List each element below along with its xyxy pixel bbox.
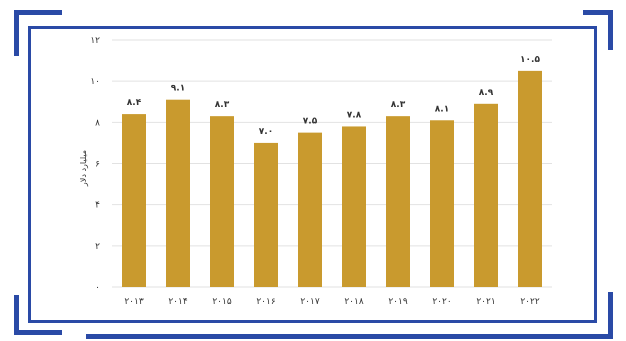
y-tick-label: ۱۲ bbox=[90, 36, 100, 46]
bar bbox=[210, 116, 234, 288]
x-tick-label: ۲۰۱۳ bbox=[124, 297, 144, 307]
value-label: ۷.۵ bbox=[303, 117, 318, 127]
value-label: ۷.۰ bbox=[259, 127, 273, 137]
y-tick-label: ۲ bbox=[95, 242, 100, 252]
value-label: ۷.۸ bbox=[347, 110, 362, 120]
frame-corner-bottom-left-h bbox=[14, 330, 62, 335]
frame-corner-top-left-v bbox=[14, 10, 19, 56]
y-tick-label: ۴ bbox=[95, 201, 100, 211]
x-axis-ticks: ۲۰۱۳ ۲۰۱۴ ۲۰۱۵ ۲۰۱۶ ۲۰۱۷ ۲۰۱۸ ۲۰۱۹ ۲۰۲۰ ۲۰۲۱ ۲۰۲۲ bbox=[124, 297, 540, 307]
bar bbox=[386, 116, 410, 288]
frame-corner-bottom-right-h bbox=[86, 334, 613, 339]
bar bbox=[298, 132, 322, 287]
x-tick-label: ۲۰۲۰ bbox=[432, 297, 451, 307]
value-labels: ۸.۴ ۹.۱ ۸.۳ ۷.۰ ۷.۵ ۷.۸ ۸.۳ ۸.۱ ۸.۹ ۱۰.۵ bbox=[127, 55, 541, 137]
y-tick-label: ۶ bbox=[95, 160, 100, 170]
x-tick-label: ۲۰۲۱ bbox=[476, 297, 495, 307]
value-label: ۸.۹ bbox=[479, 88, 494, 98]
value-label: ۸.۳ bbox=[215, 100, 230, 110]
frame-corner-top-right-v bbox=[608, 10, 613, 50]
x-tick-label: ۲۰۱۹ bbox=[388, 297, 408, 307]
x-tick-label: ۲۰۱۴ bbox=[168, 297, 188, 307]
frame-corner-top-right-h bbox=[583, 10, 613, 15]
y-tick-label: ۰ bbox=[95, 283, 100, 293]
y-axis-label: میلیارد دلار bbox=[79, 150, 88, 187]
y-tick-label: ۱۰ bbox=[90, 77, 100, 87]
x-tick-label: ۲۰۱۵ bbox=[212, 297, 232, 307]
value-label: ۸.۳ bbox=[391, 100, 406, 110]
bar bbox=[254, 142, 278, 287]
value-label: ۸.۴ bbox=[127, 98, 142, 108]
x-tick-label: ۲۰۱۷ bbox=[300, 297, 320, 307]
frame-corner-bottom-left-v bbox=[14, 295, 19, 335]
x-tick-label: ۲۰۱۶ bbox=[256, 297, 276, 307]
frame-corner-bottom-right-v bbox=[608, 292, 613, 339]
value-label: ۹.۱ bbox=[171, 84, 185, 94]
value-label: ۱۰.۵ bbox=[520, 55, 540, 65]
bar bbox=[342, 126, 366, 287]
bar bbox=[122, 114, 146, 287]
x-tick-label: ۲۰۱۸ bbox=[344, 297, 364, 307]
bar bbox=[518, 70, 542, 287]
bar bbox=[474, 103, 498, 287]
frame-corner-top-left-h bbox=[14, 10, 62, 15]
bar bbox=[430, 120, 454, 288]
bars bbox=[122, 70, 542, 288]
value-label: ۸.۱ bbox=[435, 104, 449, 114]
x-tick-label: ۲۰۲۲ bbox=[520, 297, 540, 307]
y-axis-ticks: ۰ ۲ ۴ ۶ ۸ ۱۰ ۱۲ bbox=[90, 36, 100, 293]
bar bbox=[166, 99, 190, 287]
y-tick-label: ۸ bbox=[95, 118, 100, 128]
